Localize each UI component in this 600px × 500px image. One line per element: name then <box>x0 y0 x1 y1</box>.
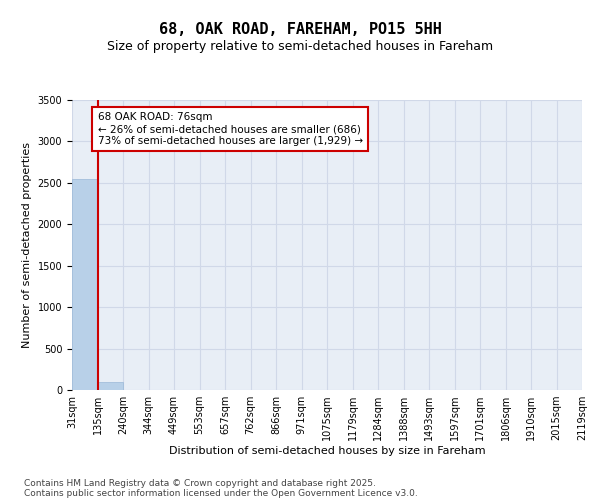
X-axis label: Distribution of semi-detached houses by size in Fareham: Distribution of semi-detached houses by … <box>169 446 485 456</box>
Text: 68 OAK ROAD: 76sqm
← 26% of semi-detached houses are smaller (686)
73% of semi-d: 68 OAK ROAD: 76sqm ← 26% of semi-detache… <box>97 112 362 146</box>
Text: Contains public sector information licensed under the Open Government Licence v3: Contains public sector information licen… <box>24 488 418 498</box>
Text: 68, OAK ROAD, FAREHAM, PO15 5HH: 68, OAK ROAD, FAREHAM, PO15 5HH <box>158 22 442 38</box>
Text: Size of property relative to semi-detached houses in Fareham: Size of property relative to semi-detach… <box>107 40 493 53</box>
Y-axis label: Number of semi-detached properties: Number of semi-detached properties <box>22 142 32 348</box>
Text: Contains HM Land Registry data © Crown copyright and database right 2025.: Contains HM Land Registry data © Crown c… <box>24 478 376 488</box>
Bar <box>72 178 97 390</box>
Bar <box>97 382 123 390</box>
